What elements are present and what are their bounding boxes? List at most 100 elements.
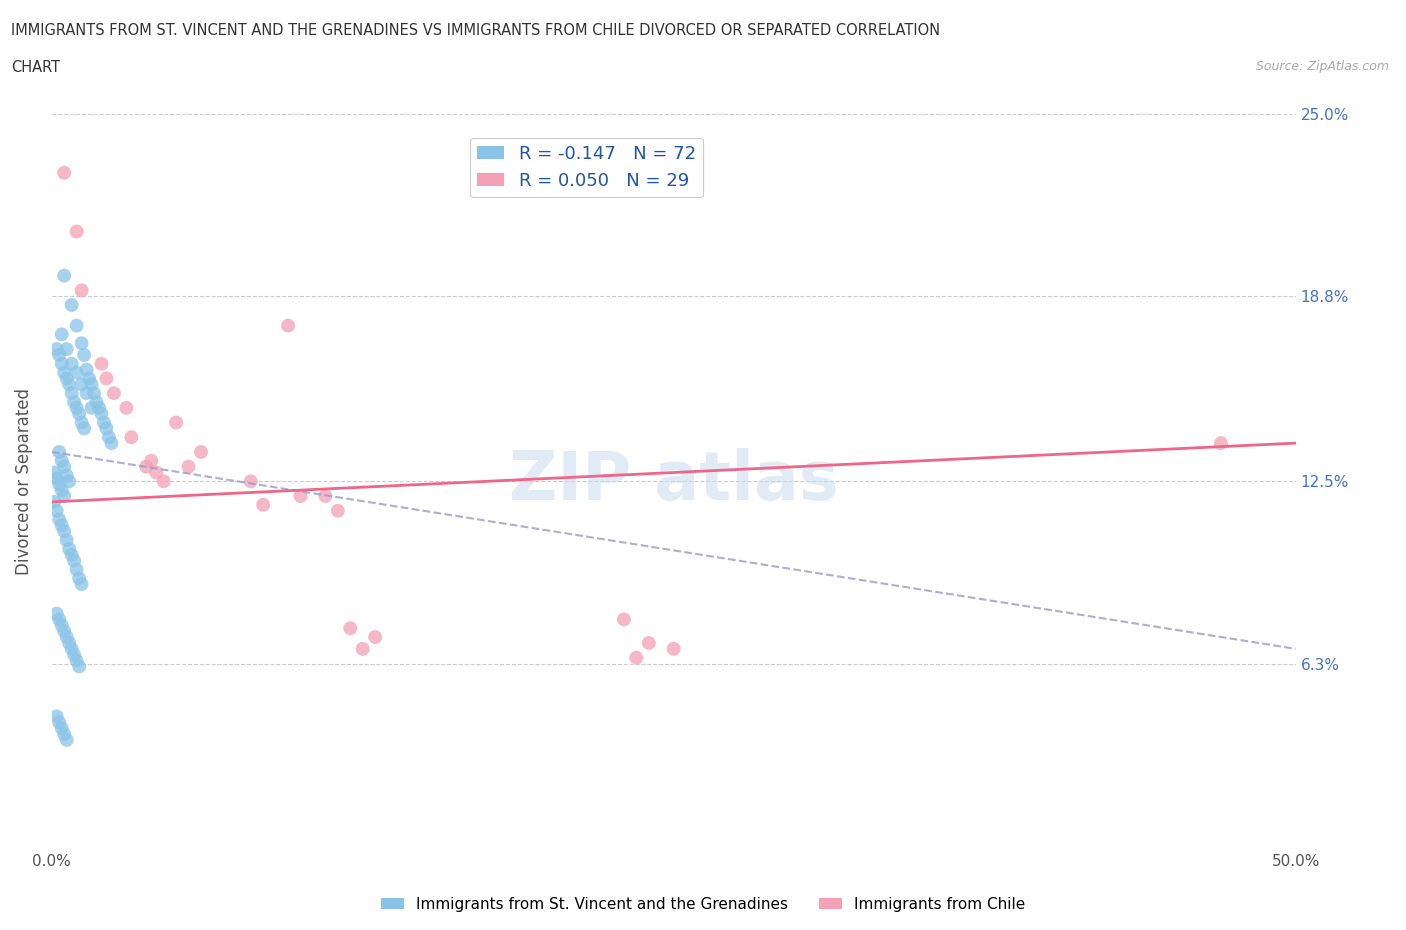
Point — [637, 635, 659, 650]
Point — [51, 483, 73, 498]
Point — [100, 435, 122, 450]
Point — [53, 459, 76, 474]
Point — [103, 386, 125, 401]
Point — [339, 621, 361, 636]
Point — [152, 474, 174, 489]
Text: CHART: CHART — [11, 60, 60, 75]
Point — [45, 709, 67, 724]
Point — [70, 415, 93, 430]
Point — [53, 268, 76, 283]
Point — [48, 348, 70, 363]
Point — [120, 430, 142, 445]
Point — [60, 386, 83, 401]
Point — [51, 618, 73, 632]
Point — [67, 571, 90, 586]
Point — [96, 421, 118, 436]
Point — [93, 415, 115, 430]
Point — [77, 371, 100, 386]
Point — [55, 371, 77, 386]
Point — [65, 562, 87, 577]
Point — [53, 624, 76, 639]
Point — [44, 495, 66, 510]
Point — [55, 630, 77, 644]
Point — [70, 377, 93, 392]
Point — [626, 650, 648, 665]
Point — [67, 659, 90, 674]
Point — [135, 459, 157, 474]
Point — [96, 371, 118, 386]
Point — [58, 635, 80, 650]
Point — [80, 401, 103, 416]
Point — [45, 606, 67, 621]
Point — [86, 394, 108, 409]
Point — [51, 518, 73, 533]
Point — [1209, 435, 1232, 450]
Point — [48, 612, 70, 627]
Point — [55, 533, 77, 548]
Point — [80, 377, 103, 392]
Point — [58, 541, 80, 556]
Point — [65, 401, 87, 416]
Point — [65, 653, 87, 668]
Point — [53, 488, 76, 503]
Point — [58, 377, 80, 392]
Point — [55, 468, 77, 483]
Point — [73, 348, 96, 363]
Point — [70, 336, 93, 351]
Point — [51, 453, 73, 468]
Legend: R = -0.147   N = 72, R = 0.050   N = 29: R = -0.147 N = 72, R = 0.050 N = 29 — [470, 138, 703, 197]
Point — [83, 386, 105, 401]
Point — [364, 630, 387, 644]
Point — [48, 477, 70, 492]
Text: IMMIGRANTS FROM ST. VINCENT AND THE GRENADINES VS IMMIGRANTS FROM CHILE DIVORCED: IMMIGRANTS FROM ST. VINCENT AND THE GREN… — [11, 23, 941, 38]
Point — [48, 715, 70, 730]
Point — [65, 365, 87, 380]
Point — [51, 356, 73, 371]
Point — [613, 612, 636, 627]
Point — [290, 488, 312, 503]
Point — [98, 430, 121, 445]
Point — [314, 488, 336, 503]
Point — [141, 453, 163, 468]
Point — [70, 283, 93, 298]
Point — [60, 356, 83, 371]
Point — [60, 642, 83, 657]
Point — [45, 471, 67, 485]
Point — [190, 445, 212, 459]
Point — [55, 733, 77, 748]
Text: Source: ZipAtlas.com: Source: ZipAtlas.com — [1256, 60, 1389, 73]
Point — [44, 465, 66, 480]
Point — [252, 498, 274, 512]
Point — [239, 474, 262, 489]
Point — [177, 459, 200, 474]
Legend: Immigrants from St. Vincent and the Grenadines, Immigrants from Chile: Immigrants from St. Vincent and the Gren… — [375, 891, 1031, 918]
Point — [53, 365, 76, 380]
Text: ZIP atlas: ZIP atlas — [509, 448, 838, 514]
Point — [53, 524, 76, 538]
Y-axis label: Divorced or Separated: Divorced or Separated — [15, 388, 32, 575]
Point — [73, 421, 96, 436]
Point — [115, 401, 138, 416]
Point — [87, 401, 110, 416]
Point — [51, 327, 73, 342]
Point — [65, 318, 87, 333]
Point — [45, 503, 67, 518]
Point — [63, 647, 86, 662]
Point — [48, 445, 70, 459]
Point — [90, 356, 112, 371]
Point — [45, 341, 67, 356]
Point — [662, 642, 685, 657]
Point — [53, 726, 76, 741]
Point — [63, 394, 86, 409]
Point — [352, 642, 374, 657]
Point — [55, 341, 77, 356]
Point — [70, 577, 93, 591]
Point — [58, 474, 80, 489]
Point — [48, 512, 70, 527]
Point — [53, 166, 76, 180]
Point — [67, 406, 90, 421]
Point — [65, 224, 87, 239]
Point — [51, 721, 73, 736]
Point — [277, 318, 299, 333]
Point — [76, 362, 98, 377]
